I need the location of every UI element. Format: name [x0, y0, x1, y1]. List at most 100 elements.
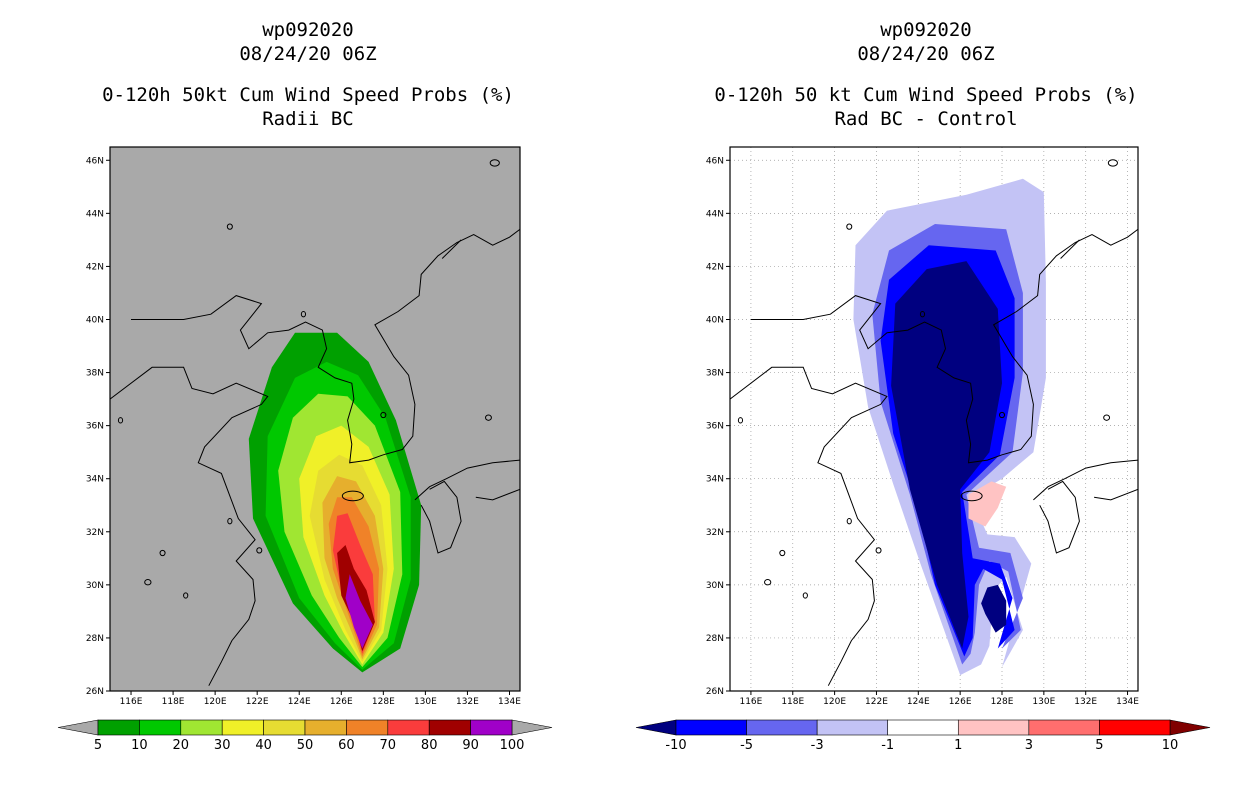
x-tick-label: 120E: [823, 697, 846, 707]
y-tick-label: 28N: [706, 634, 724, 644]
left-chart-subtitle: Radii BC: [262, 108, 354, 130]
colorbar-label: 30: [214, 738, 231, 753]
colorbar-swatch: [139, 719, 182, 736]
colorbar-label: 70: [380, 738, 397, 753]
coastline-shikoku: [1094, 488, 1138, 501]
y-tick-label: 36N: [86, 422, 104, 432]
x-tick-label: 130E: [414, 697, 437, 707]
x-tick-label: 134E: [498, 697, 521, 707]
right-difference-map: 116E 118E 120E 122E 124E 126E 128E 130E 132E 134E…: [635, 146, 1211, 753]
colorbar-swatch: [346, 719, 389, 736]
island-outline: [779, 549, 786, 557]
plot-frame: [109, 146, 521, 692]
contour-level-4: [981, 584, 1007, 633]
coastline-china_south: [110, 366, 269, 686]
island-outline: [300, 311, 307, 318]
y-tick-label: 32N: [86, 528, 104, 538]
right-chart-subtitle: Rad BC - Control: [834, 108, 1018, 130]
right-title-block: wp092020 08/24/20 06Z 0-120h 50 kt Cum W…: [676, 18, 1176, 131]
y-tick-label: 30N: [706, 581, 724, 591]
island-outline: [183, 592, 189, 599]
island-outline: [159, 549, 166, 557]
island-outline: [144, 579, 152, 586]
x-tick-label: 122E: [246, 697, 269, 707]
y-tick-label: 26N: [86, 687, 104, 697]
colorbar-swatch: [428, 719, 471, 736]
y-tick-label: 36N: [706, 422, 724, 432]
plot-frame: [729, 146, 1139, 692]
colorbar-label: -5: [740, 738, 753, 753]
y-tick-label: 42N: [706, 262, 724, 272]
coastline-hokkaido_area: [441, 239, 462, 259]
contour-level-9: [345, 574, 373, 649]
island-outline: [998, 411, 1006, 419]
x-tick-label: 116E: [120, 697, 143, 707]
colorbar-swatch: [221, 719, 264, 736]
colorbar-swatch: [180, 719, 223, 736]
left-chart-title: 0-120h 50kt Cum Wind Speed Probs (%): [102, 84, 514, 106]
y-tick-label: 46N: [706, 156, 724, 166]
island-outline: [846, 518, 852, 525]
colorbar-label: 50: [297, 738, 314, 753]
y-tick-label: 46N: [86, 156, 104, 166]
colorbar-swatch: [97, 719, 140, 736]
island-outline: [764, 579, 772, 586]
y-tick-label: 34N: [706, 475, 724, 485]
island-outline: [341, 490, 364, 502]
y-tick-label: 32N: [706, 528, 724, 538]
y-tick-label: 40N: [706, 315, 724, 325]
colorbar-under-arrow: [635, 719, 677, 736]
x-tick-label: 132E: [1074, 697, 1097, 707]
island-outline: [1103, 414, 1111, 421]
colorbar-label: 60: [338, 738, 355, 753]
x-tick-label: 134E: [1116, 697, 1139, 707]
x-tick-label: 120E: [204, 697, 227, 707]
colorbar-label: 10: [131, 738, 148, 753]
island-outline: [960, 490, 983, 502]
island-outline: [485, 414, 492, 421]
coastline-hokkaido_area: [1060, 239, 1080, 259]
colorbar-label: 90: [462, 738, 479, 753]
colorbar-label: -10: [665, 738, 686, 753]
colorbar-label: 10: [1162, 738, 1179, 753]
coastline-shikoku: [475, 488, 520, 501]
coastline-japan: [1033, 459, 1138, 501]
right-date: 08/24/20 06Z: [857, 43, 995, 65]
x-tick-label: 118E: [162, 697, 185, 707]
y-tick-label: 44N: [706, 209, 724, 219]
y-tick-label: 40N: [86, 315, 104, 325]
contour-level-5: [968, 481, 1007, 527]
x-tick-label: 118E: [781, 697, 804, 707]
x-tick-label: 128E: [991, 697, 1014, 707]
x-tick-label: 126E: [949, 697, 972, 707]
colorbar-over-arrow: [511, 719, 553, 736]
colorbar-swatch: [816, 719, 889, 736]
colorbar-swatch: [1099, 719, 1171, 736]
colorbar-swatch: [387, 719, 430, 736]
contour-level-3: [891, 261, 1002, 649]
island-outline: [380, 411, 387, 419]
colorbar-swatch: [746, 719, 818, 736]
x-tick-label: 128E: [372, 697, 395, 707]
colorbar-swatch: [957, 719, 1030, 736]
island-outline: [802, 592, 808, 599]
y-tick-label: 26N: [706, 687, 724, 697]
colorbar-swatch: [470, 719, 513, 736]
island-outline: [875, 547, 882, 554]
island-outline: [226, 223, 233, 230]
island-outline: [919, 311, 926, 318]
colorbar-swatch: [1028, 719, 1100, 736]
y-tick-label: 44N: [86, 209, 104, 219]
colorbar-label: 3: [1025, 738, 1033, 753]
colorbar-label: 80: [421, 738, 438, 753]
colorbar-label: 100: [500, 738, 525, 753]
x-tick-label: 124E: [288, 697, 311, 707]
colorbar-label: 20: [173, 738, 190, 753]
island-outline: [1107, 159, 1118, 167]
colorbar-label: 5: [1095, 738, 1103, 753]
coastline-china_south: [730, 366, 888, 686]
left-probability-map: 116E 118E 120E 122E 124E 126E 128E 130E 132E 134E…: [57, 146, 553, 753]
x-tick-label: 126E: [330, 697, 353, 707]
y-tick-label: 38N: [706, 369, 724, 379]
coastline-japan: [414, 459, 520, 501]
